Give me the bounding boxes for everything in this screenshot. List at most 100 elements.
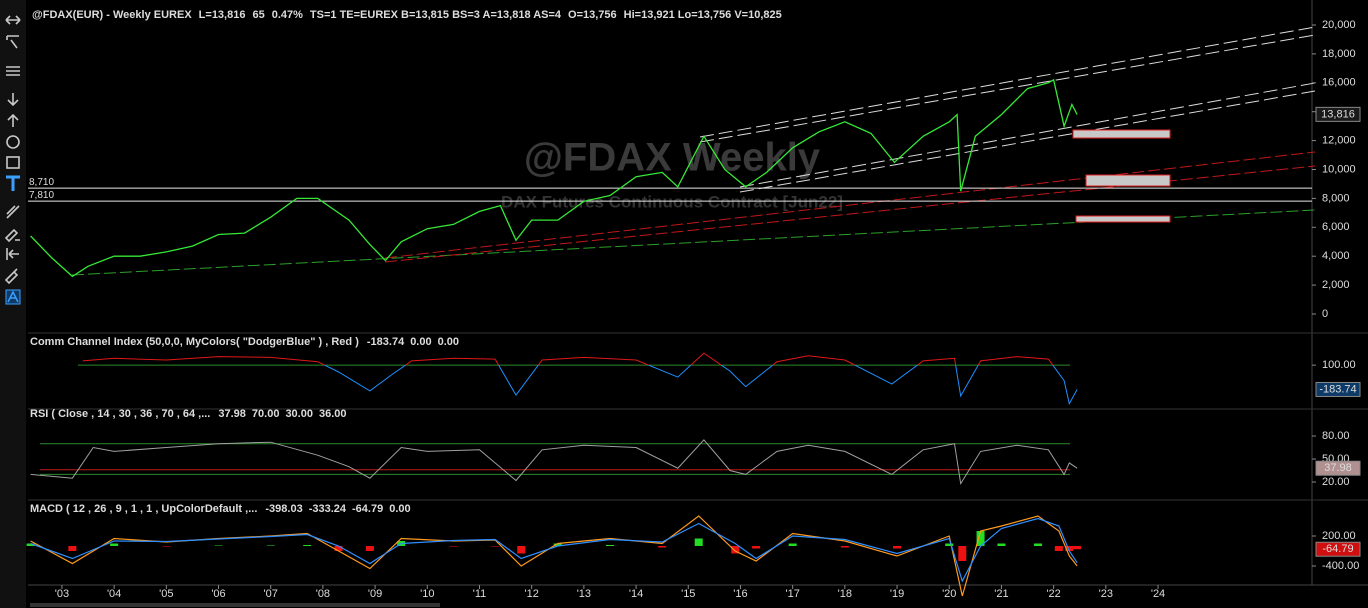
channel-line bbox=[699, 34, 1316, 143]
lines-tool[interactable] bbox=[6, 66, 20, 76]
cci-line-below bbox=[323, 365, 1078, 406]
zone-box bbox=[1075, 215, 1171, 223]
histogram-bar bbox=[731, 546, 740, 554]
x-tick-label: '10 bbox=[420, 588, 434, 600]
last-value-label: -64.79 bbox=[1322, 543, 1353, 555]
text-tool[interactable] bbox=[6, 175, 20, 191]
histogram-bar bbox=[958, 546, 967, 561]
readout: L=13,816 bbox=[199, 9, 246, 21]
last-value-badge bbox=[1315, 460, 1361, 476]
last-value-badge bbox=[1315, 381, 1361, 397]
readout: TS=1 TE=EUREX B=13,815 BS=3 A=13,818 AS=… bbox=[310, 9, 562, 21]
histogram-bar bbox=[1073, 546, 1082, 550]
histogram-bar bbox=[214, 545, 223, 546]
x-tick-label: '13 bbox=[577, 588, 591, 600]
price-line bbox=[30, 78, 1078, 278]
y-tick-label: 100.00 bbox=[1322, 359, 1356, 371]
histogram-bar bbox=[694, 538, 703, 546]
histogram-bar bbox=[997, 543, 1006, 546]
readout: 30.00 bbox=[285, 408, 313, 420]
readout: 36.00 bbox=[319, 408, 347, 420]
readout: Hi=13,921 Lo=13,756 V=10,825 bbox=[624, 9, 782, 21]
histogram-bar bbox=[491, 546, 500, 547]
y-tick-label: 4,000 bbox=[1322, 250, 1350, 262]
histogram-bar bbox=[266, 545, 275, 546]
drawings bbox=[71, 26, 1316, 276]
trendline-tool[interactable] bbox=[6, 205, 20, 219]
brush-tool[interactable] bbox=[4, 268, 19, 285]
histogram-bar bbox=[553, 543, 562, 546]
x-tick-label: '17 bbox=[785, 588, 799, 600]
last-value-label: 37.98 bbox=[1324, 462, 1352, 474]
histogram-bar bbox=[26, 543, 35, 546]
indicator-title: Comm Channel Index (50,0,0, MyColors( "D… bbox=[30, 336, 359, 348]
readout: O=13,756 bbox=[568, 9, 617, 21]
indicator-title: MACD ( 12 , 26 , 9 , 1 , 1 , UpColorDefa… bbox=[30, 503, 257, 515]
x-tick-label: '20 bbox=[942, 588, 956, 600]
histogram-bar bbox=[303, 545, 312, 546]
x-tick-label: '22 bbox=[1046, 588, 1060, 600]
histogram-bar bbox=[840, 546, 849, 548]
x-tick-label: '03 bbox=[55, 588, 69, 600]
histogram-bar bbox=[68, 546, 77, 551]
histogram-bar bbox=[365, 546, 374, 551]
histogram-bar bbox=[1033, 543, 1042, 546]
cursor-tool[interactable] bbox=[6, 35, 19, 49]
x-tick-label: '14 bbox=[629, 588, 643, 600]
zone-box bbox=[1085, 174, 1171, 187]
y-tick-label: 0 bbox=[1322, 308, 1328, 320]
readout: 65 bbox=[252, 9, 264, 21]
pencil-tool[interactable] bbox=[4, 228, 20, 243]
x-tick-label: '04 bbox=[107, 588, 121, 600]
histogram-bar bbox=[110, 543, 119, 546]
readout: -398.03 bbox=[265, 503, 302, 515]
readout: @FDAX(EUR) - Weekly EUREX bbox=[32, 9, 192, 21]
x-tick-label: '18 bbox=[838, 588, 852, 600]
rectangle-tool[interactable] bbox=[6, 156, 20, 169]
channel-line bbox=[739, 82, 1316, 188]
toolbar-icons[interactable] bbox=[4, 15, 21, 305]
readout: -64.79 bbox=[352, 503, 383, 515]
readout: 0.00 bbox=[389, 503, 410, 515]
x-tick-label: '21 bbox=[994, 588, 1008, 600]
watermark-subtitle: DAX Futures Continuous Contract [Jun22] bbox=[501, 192, 843, 211]
last-value-badge bbox=[1315, 106, 1361, 122]
channel-line bbox=[699, 26, 1316, 138]
last-value-label: 13,816 bbox=[1321, 108, 1355, 120]
y-tick-label: 16,000 bbox=[1322, 77, 1356, 89]
histogram-bar bbox=[945, 543, 954, 546]
x-tick-label: '12 bbox=[525, 588, 539, 600]
readout: 0.00 bbox=[410, 336, 431, 348]
y-tick-label: 8,000 bbox=[1322, 192, 1350, 204]
y-tick-label: 10,000 bbox=[1322, 163, 1356, 175]
x-tick-label: '19 bbox=[890, 588, 904, 600]
x-tick-label: '06 bbox=[211, 588, 225, 600]
x-tick-label: '08 bbox=[316, 588, 330, 600]
ellipse-tool[interactable] bbox=[6, 135, 20, 149]
histogram-bar bbox=[605, 545, 614, 546]
horizontal-line-label: 7,810 bbox=[29, 190, 54, 201]
histogram-bar bbox=[449, 546, 458, 547]
trendline bbox=[384, 151, 1316, 259]
x-tick-label: '16 bbox=[733, 588, 747, 600]
x-tick-label: '15 bbox=[681, 588, 695, 600]
readout: 37.98 bbox=[218, 408, 246, 420]
readout: 0.47% bbox=[272, 9, 303, 21]
x-tick-label: '24 bbox=[1151, 588, 1165, 600]
histogram-bar bbox=[162, 546, 171, 547]
up-arrow-tool[interactable] bbox=[7, 113, 19, 127]
x-tick-label: '23 bbox=[1099, 588, 1113, 600]
histogram-bar bbox=[752, 546, 761, 549]
down-arrow-tool[interactable] bbox=[7, 93, 19, 107]
extend-tool[interactable] bbox=[6, 248, 19, 260]
pan-tool[interactable] bbox=[5, 15, 21, 25]
watermark-title: @FDAX Weekly bbox=[524, 136, 821, 180]
y-tick-label: 20,000 bbox=[1322, 19, 1356, 31]
y-tick-label: 80.00 bbox=[1322, 430, 1350, 442]
zone-box bbox=[1072, 129, 1171, 139]
y-tick-label: -400.00 bbox=[1322, 560, 1359, 572]
scrollbar[interactable] bbox=[30, 603, 440, 607]
y-tick-label: 2,000 bbox=[1322, 279, 1350, 291]
